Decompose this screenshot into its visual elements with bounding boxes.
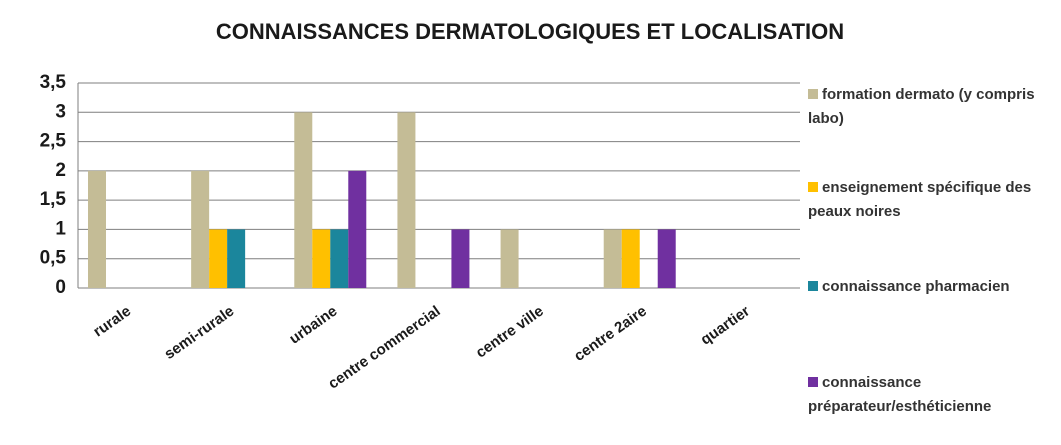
x-tick-label: centre commercial: [325, 303, 443, 393]
legend-swatch: [808, 377, 818, 387]
y-tick-label: 0: [55, 277, 66, 298]
legend-swatch: [808, 281, 818, 291]
legend-swatch: [808, 89, 818, 99]
legend-label: formation dermato (y compris labo): [808, 86, 1035, 127]
legend-item: enseignement spécifique des peaux noires: [808, 176, 1058, 224]
legend-label: connaissance préparateur/esthéticienne: [808, 374, 992, 415]
bar: [191, 170, 210, 288]
bar: [209, 229, 228, 288]
legend-item: connaissance préparateur/esthéticienne: [808, 371, 1058, 419]
bar: [451, 229, 470, 288]
y-tick-label: 2,5: [40, 131, 67, 152]
legend-swatch: [808, 182, 818, 192]
bar: [312, 229, 331, 288]
bar: [348, 170, 367, 288]
bar: [621, 229, 640, 288]
legend-item: connaissance pharmacien: [808, 275, 1058, 299]
y-tick-label: 1,5: [40, 189, 67, 210]
y-tick-label: 3: [55, 101, 66, 122]
y-tick-label: 1: [55, 218, 66, 239]
bar: [294, 112, 313, 289]
x-tick-label: centre 2aire: [571, 303, 650, 365]
x-tick-label: quartier: [697, 303, 753, 349]
legend-label: connaissance pharmacien: [822, 278, 1010, 295]
bar: [397, 112, 416, 289]
legend-item: formation dermato (y compris labo): [808, 83, 1058, 131]
y-tick-label: 2: [55, 160, 66, 181]
bar: [500, 229, 519, 288]
x-tick-label: centre ville: [473, 303, 547, 362]
bar: [330, 229, 349, 288]
x-tick-label: rurale: [90, 303, 134, 341]
legend-label: enseignement spécifique des peaux noires: [808, 179, 1032, 220]
bar: [88, 170, 106, 288]
chart-title: CONNAISSANCES DERMATOLOGIQUES ET LOCALIS…: [216, 19, 844, 44]
y-tick-label: 3,5: [40, 72, 67, 93]
y-tick-label: 0,5: [40, 248, 67, 269]
bar: [603, 229, 622, 288]
x-tick-label: semi-rurale: [161, 303, 237, 363]
bar: [657, 229, 676, 288]
x-tick-label: urbaine: [286, 303, 340, 348]
bar: [227, 229, 246, 288]
